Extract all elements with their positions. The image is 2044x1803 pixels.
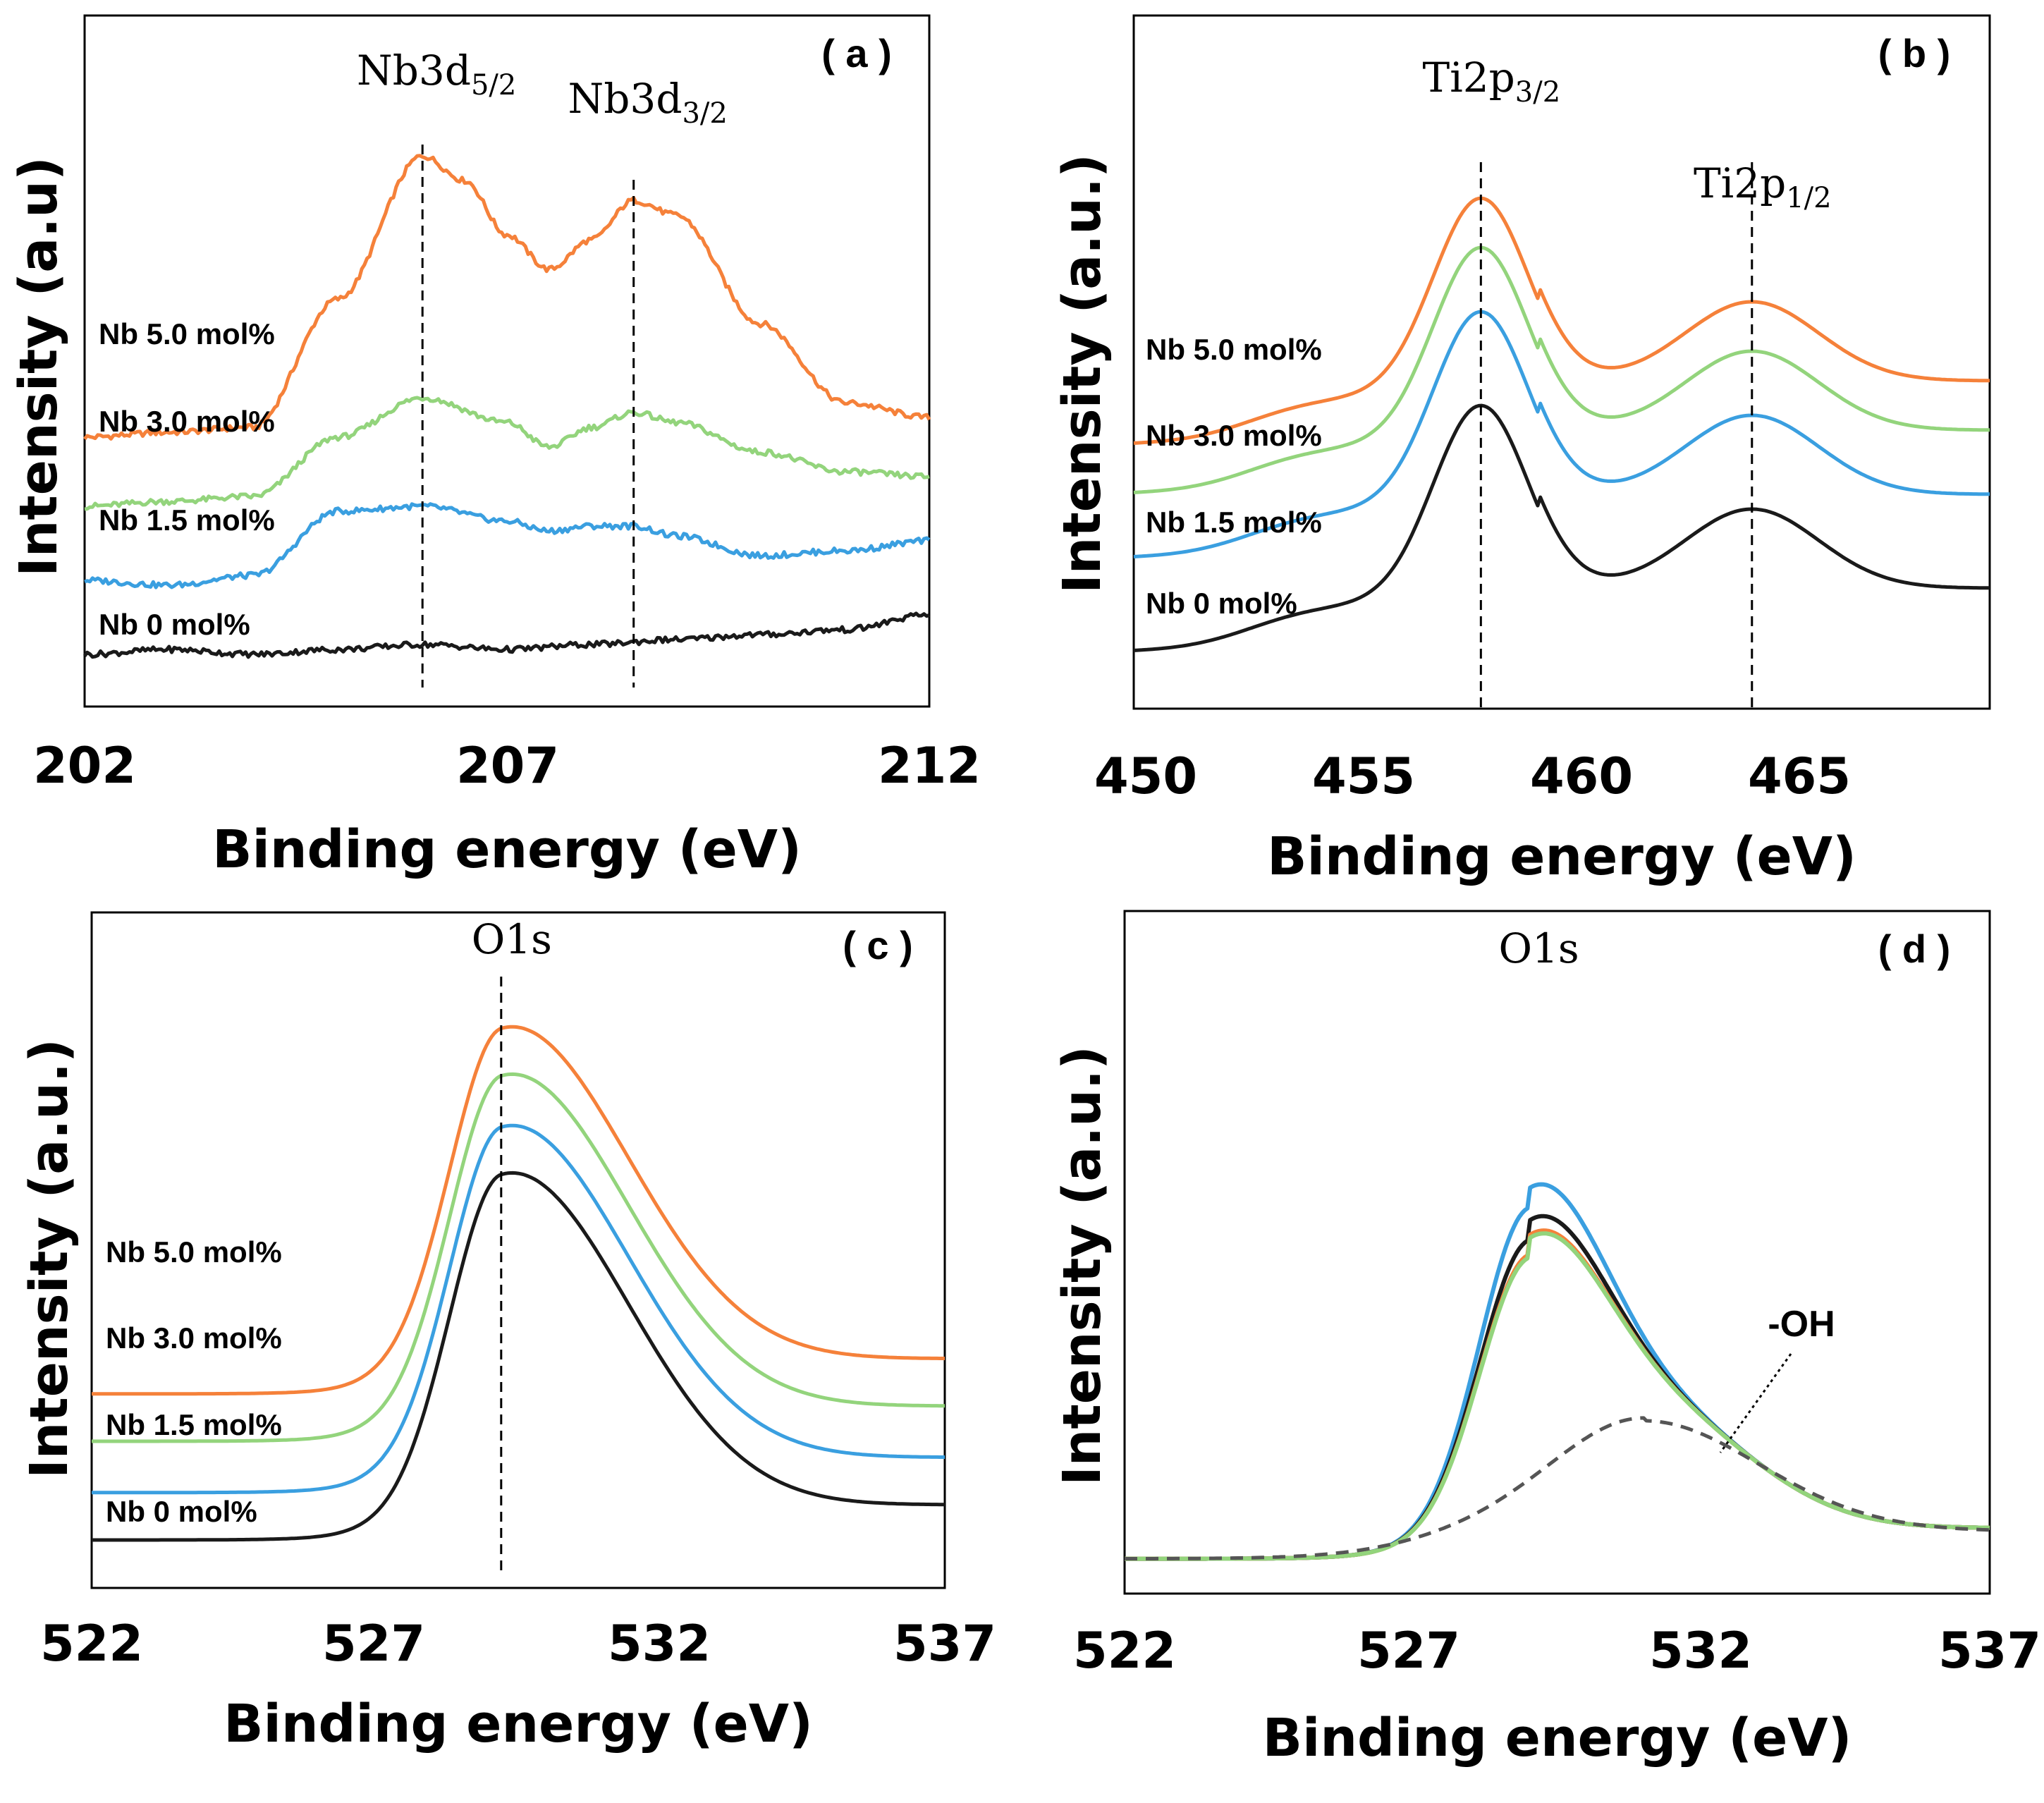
series-line bbox=[1125, 1214, 1990, 1561]
y-axis-label: Intensity (a.u.) bbox=[1052, 1046, 1113, 1486]
legend-label: Nb 5.0 mol% bbox=[106, 1235, 282, 1269]
peak-subscript: 3/2 bbox=[1515, 76, 1560, 109]
legend-label: Nb 1.5 mol% bbox=[106, 1408, 282, 1441]
y-axis-label: Intensity (a.u) bbox=[8, 157, 69, 577]
panel-b: 450 455 460 465 Binding energy (eV) Intensity… bbox=[1052, 14, 1991, 887]
legend-label: Nb 1.5 mol% bbox=[1146, 506, 1322, 539]
oh-component-line bbox=[1125, 1416, 1990, 1560]
peak-label: Nb3d5/2 bbox=[357, 47, 516, 102]
series-line bbox=[1133, 403, 1990, 652]
series-line bbox=[92, 1123, 945, 1495]
peak-name: O1s bbox=[472, 915, 552, 963]
x-tick-label: 450 bbox=[1094, 747, 1197, 805]
peak-label: Ti2p1/2 bbox=[1694, 159, 1832, 214]
plot-frame bbox=[83, 14, 931, 708]
legend-label: Nb 5.0 mol% bbox=[99, 317, 275, 350]
peak-name: Ti2p bbox=[1423, 54, 1515, 102]
series-line bbox=[1133, 245, 1990, 494]
x-tick-label: 212 bbox=[878, 737, 981, 795]
oh-annotation-pointer bbox=[1719, 1353, 1792, 1453]
peak-name: Nb3d bbox=[357, 47, 471, 94]
panel-label: ( d ) bbox=[1878, 927, 1951, 971]
legend-label: Nb 0 mol% bbox=[106, 1495, 257, 1528]
series-line bbox=[84, 502, 931, 589]
panel-label: ( b ) bbox=[1878, 31, 1951, 75]
peak-subscript: 3/2 bbox=[682, 97, 727, 130]
legend-label: Nb 3.0 mol% bbox=[1146, 419, 1322, 452]
x-tick-label: 455 bbox=[1312, 747, 1415, 805]
y-axis-label: Intensity (a.u.) bbox=[1052, 154, 1113, 594]
legend-label: Nb 0 mol% bbox=[1146, 587, 1297, 620]
series-line bbox=[92, 1072, 945, 1443]
x-axis-label: Binding energy (eV) bbox=[224, 1694, 813, 1754]
series-line bbox=[92, 1025, 945, 1396]
series-line bbox=[1133, 196, 1990, 445]
x-axis-label: Binding energy (eV) bbox=[212, 819, 802, 880]
series-line bbox=[1125, 1182, 1990, 1561]
peak-label: Nb3d3/2 bbox=[568, 75, 728, 130]
x-tick-label: 532 bbox=[608, 1615, 711, 1673]
plot-frame bbox=[1132, 14, 1991, 710]
x-tick-label: 522 bbox=[40, 1615, 143, 1673]
series-line bbox=[84, 396, 930, 511]
x-tick-label: 537 bbox=[893, 1615, 996, 1673]
legend-label: Nb 0 mol% bbox=[99, 608, 250, 641]
series-line bbox=[82, 611, 930, 659]
series-line bbox=[1125, 1231, 1990, 1561]
peak-subscript: 1/2 bbox=[1786, 182, 1831, 214]
series-line bbox=[1125, 1228, 1990, 1561]
plot-frame bbox=[1123, 910, 1991, 1595]
peak-label: O1s bbox=[472, 915, 552, 963]
x-tick-label: 465 bbox=[1748, 747, 1851, 805]
x-tick-label: 532 bbox=[1649, 1622, 1752, 1680]
series-line bbox=[83, 154, 931, 441]
peak-label: O1s bbox=[1498, 924, 1579, 972]
panel-c: 522 527 532 537 Binding energy (eV) Intensity… bbox=[19, 911, 996, 1754]
peak-name: O1s bbox=[1498, 924, 1579, 972]
plot-frame bbox=[90, 911, 946, 1589]
legend-label: Nb 3.0 mol% bbox=[99, 405, 275, 438]
panel-label: ( c ) bbox=[843, 923, 913, 967]
panel-label: ( a ) bbox=[821, 31, 892, 75]
x-axis-label: Binding energy (eV) bbox=[1267, 826, 1856, 887]
x-tick-label: 460 bbox=[1530, 747, 1633, 805]
peak-label: Ti2p3/2 bbox=[1423, 54, 1561, 109]
y-axis-label: Intensity (a.u.) bbox=[19, 1039, 80, 1479]
peak-name: Nb3d bbox=[568, 75, 683, 123]
x-tick-label: 527 bbox=[322, 1615, 425, 1673]
oh-annotation: -OH bbox=[1768, 1304, 1835, 1345]
x-tick-label: 202 bbox=[33, 737, 136, 795]
x-axis-label: Binding energy (eV) bbox=[1263, 1708, 1852, 1768]
x-tick-label: 207 bbox=[456, 737, 559, 795]
series-line bbox=[92, 1171, 945, 1542]
legend-label: Nb 5.0 mol% bbox=[1146, 333, 1322, 366]
panel-a: 202 207 212 Binding energy (eV) Intensity (a… bbox=[8, 14, 981, 880]
x-tick-label: 522 bbox=[1073, 1622, 1176, 1680]
peak-subscript: 5/2 bbox=[471, 69, 516, 102]
peak-name: Ti2p bbox=[1694, 159, 1786, 207]
x-tick-label: 537 bbox=[1938, 1622, 2041, 1680]
series-line bbox=[1133, 310, 1990, 558]
legend-label: Nb 3.0 mol% bbox=[106, 1321, 282, 1355]
x-tick-label: 527 bbox=[1357, 1622, 1460, 1680]
panel-d: 522 527 532 537 Binding energy (eV) Intensity… bbox=[1052, 910, 2041, 1768]
legend-label: Nb 1.5 mol% bbox=[99, 503, 275, 537]
